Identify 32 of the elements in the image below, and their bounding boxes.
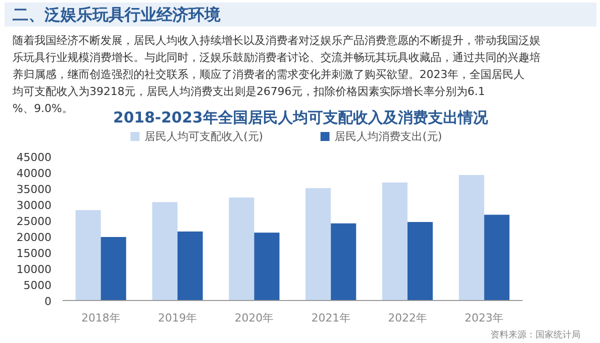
bar — [76, 210, 101, 300]
y-tick-label: 15000 — [16, 247, 52, 260]
legend-label: 居民人均可支配收入(元) — [144, 130, 264, 143]
bar — [228, 197, 254, 300]
x-tick-label: 2019年 — [158, 312, 198, 324]
legend-label: 居民人均消费支出(元) — [334, 130, 442, 143]
bar — [382, 182, 408, 300]
bar — [306, 188, 331, 300]
bar — [408, 222, 433, 300]
y-tick-label: 5000 — [24, 279, 52, 292]
y-tick-label: 40000 — [16, 167, 52, 180]
y-tick-label: 0 — [44, 295, 52, 308]
bar — [458, 175, 484, 300]
x-tick-label: 2021年 — [311, 312, 350, 324]
bar — [100, 236, 126, 300]
y-tick-label: 20000 — [16, 231, 52, 244]
y-tick-label: 25000 — [16, 215, 52, 228]
y-tick-label: 35000 — [16, 183, 52, 196]
bar — [330, 223, 356, 300]
y-tick-label: 10000 — [16, 263, 52, 276]
x-tick-label: 2020年 — [234, 312, 274, 324]
bar — [152, 202, 178, 300]
x-tick-label: 2018年 — [81, 312, 120, 324]
bar — [484, 214, 510, 300]
x-tick-label: 2023年 — [464, 312, 504, 324]
y-tick-label: 45000 — [16, 151, 52, 164]
x-tick-label: 2022年 — [388, 312, 428, 324]
text: 资料来源：国家统计局 — [490, 330, 580, 340]
text: 二、泛娱乐玩具行业经济环境 — [12, 5, 222, 24]
bar — [254, 232, 280, 300]
y-tick-label: 30000 — [16, 199, 52, 212]
bar — [178, 232, 203, 300]
